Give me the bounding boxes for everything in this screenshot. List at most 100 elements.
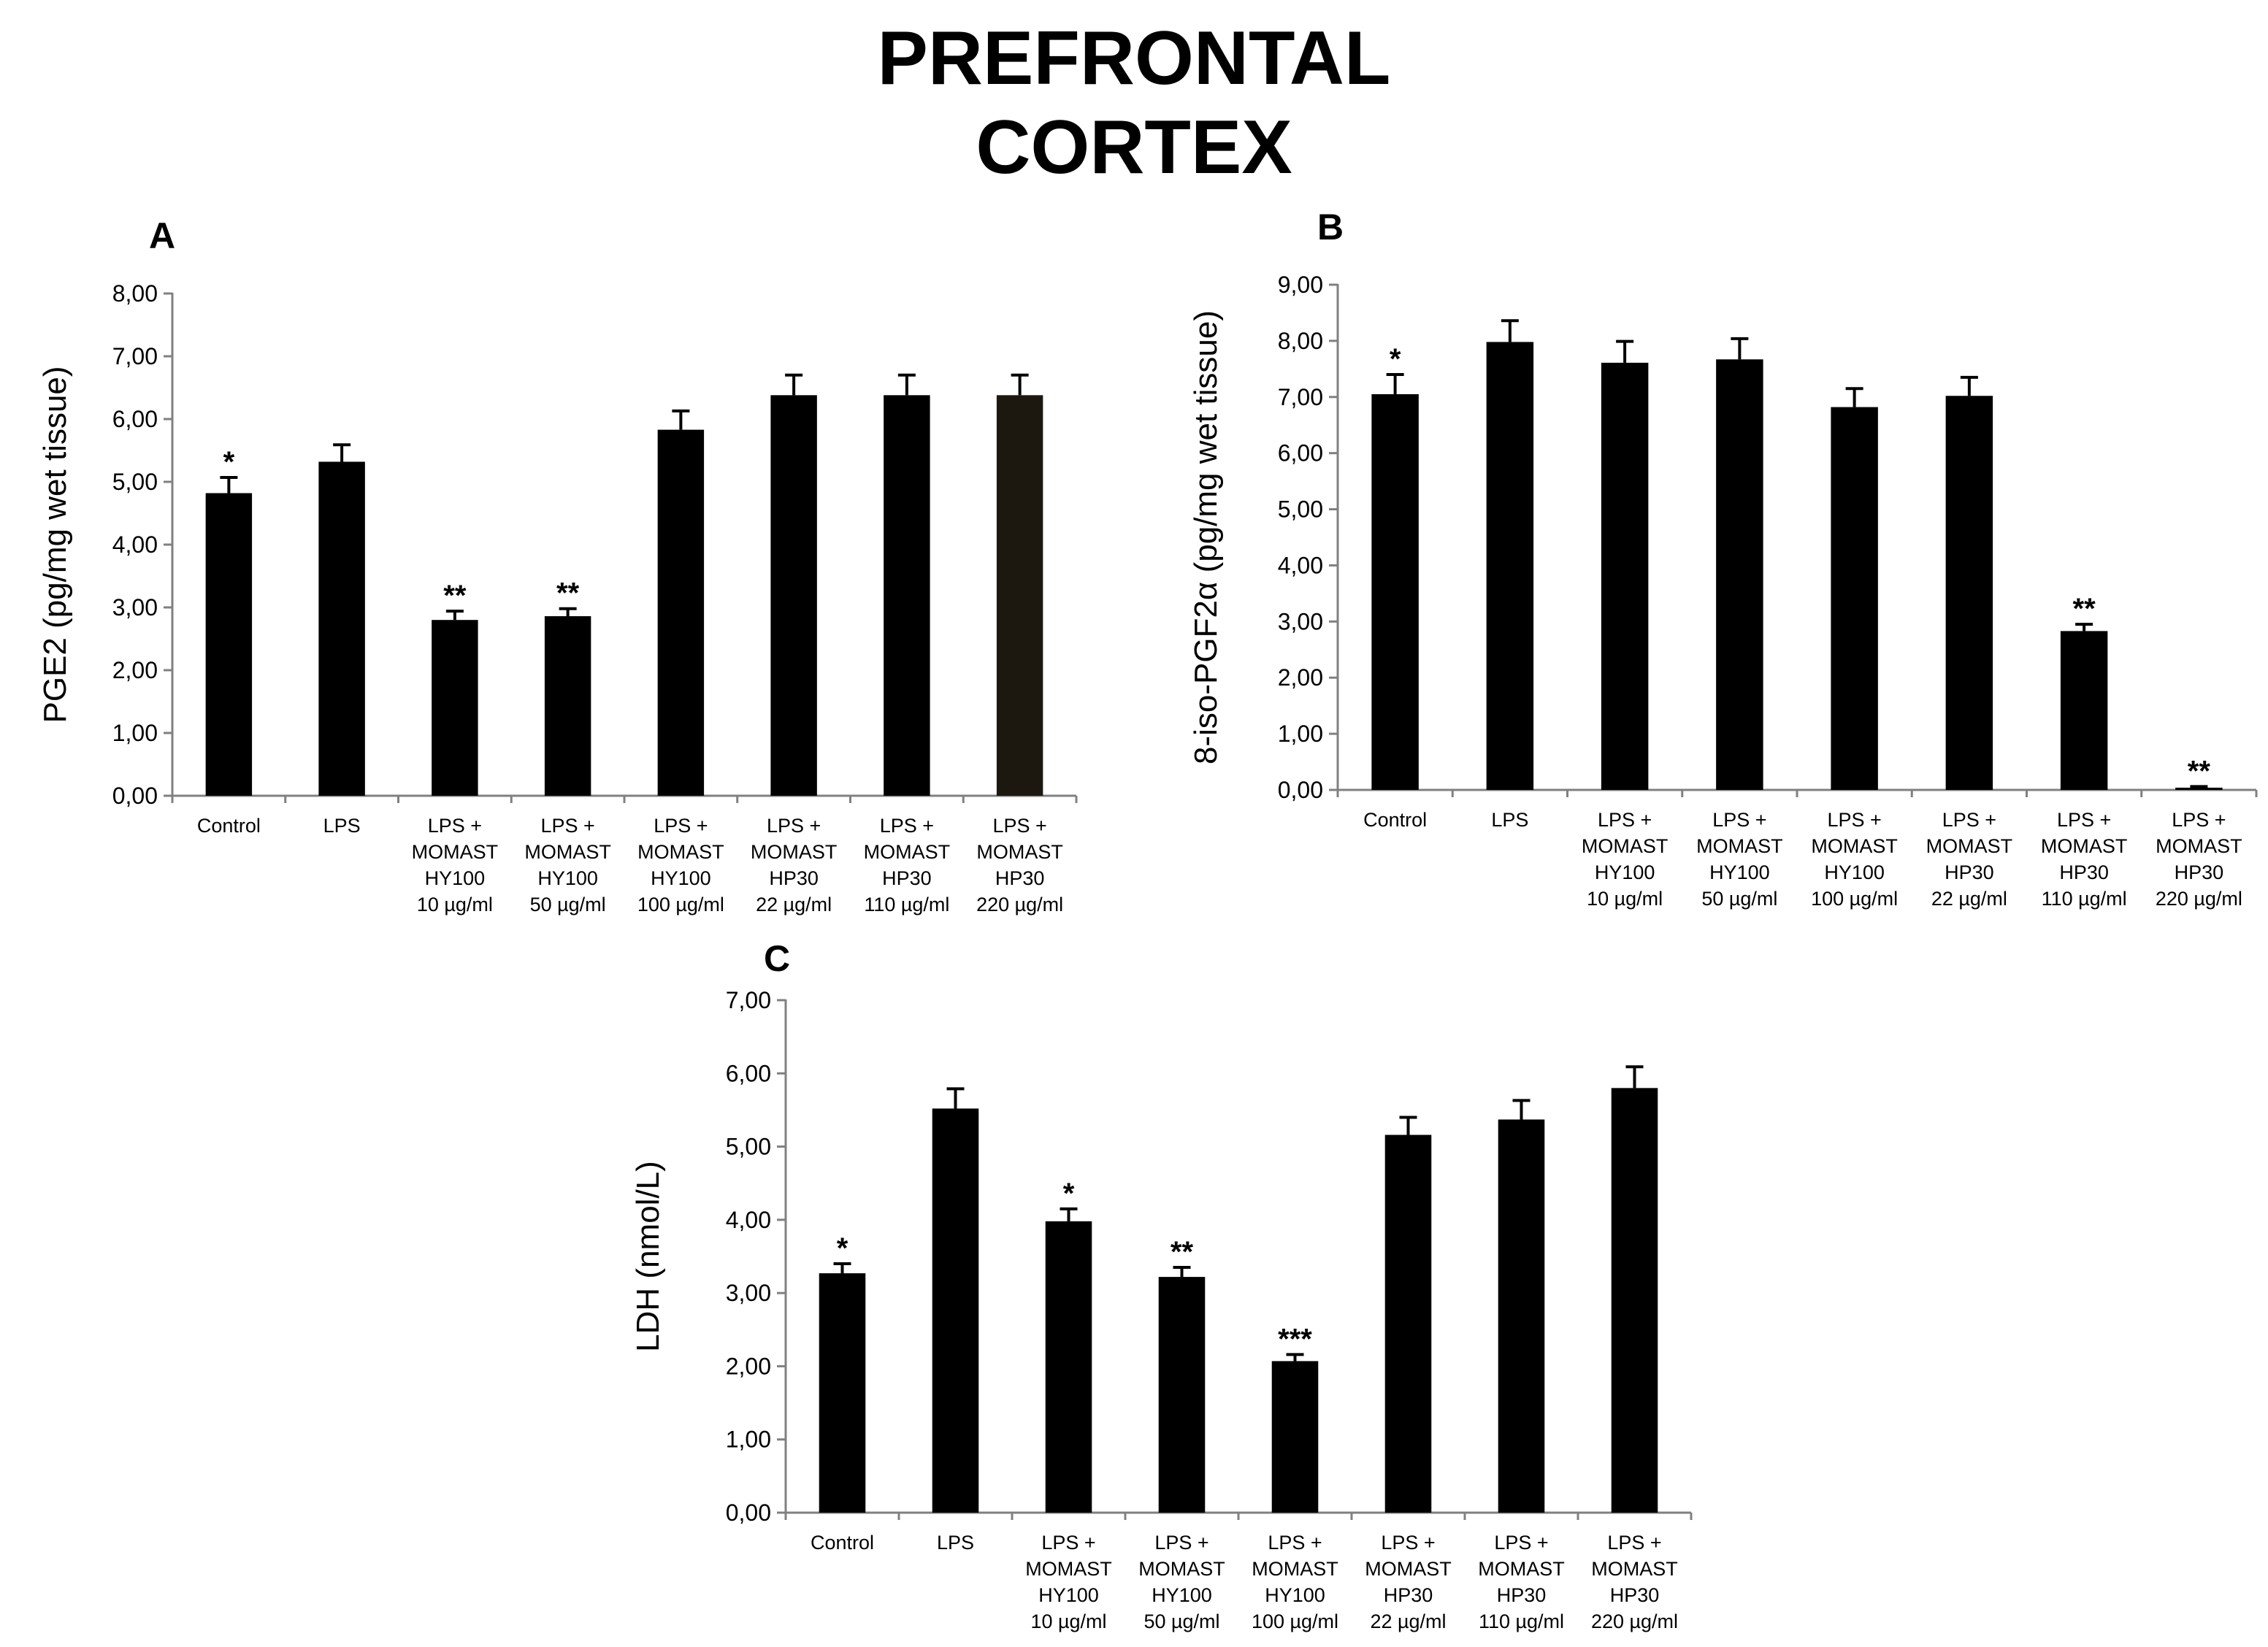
y-tick-label: 7,00 (1278, 384, 1323, 410)
category-label-line: LPS + (1041, 1532, 1095, 1554)
category-label-line: MOMAST (412, 841, 499, 863)
category-label-line: LPS (1491, 809, 1528, 831)
panel-letter: A (149, 215, 175, 256)
category-label-line: LPS + (1607, 1532, 1661, 1554)
category-label-line: HY100 (1152, 1584, 1212, 1606)
panel-letter: C (764, 938, 790, 979)
category-label: LPS + MOMAST HP30 110 µg/ml (1478, 1532, 1565, 1632)
category-label: LPS + MOMAST HY100 50 µg/ml (1138, 1532, 1225, 1632)
bar (1158, 1277, 1206, 1513)
bar (1271, 1361, 1319, 1513)
bar (2060, 631, 2108, 790)
category-label-line: MOMAST (1811, 835, 1898, 857)
y-tick-label: 6,00 (112, 406, 158, 432)
figure-title-line-2: CORTEX (976, 105, 1292, 190)
category-label-line: LPS + (1598, 809, 1652, 831)
bar (770, 395, 817, 796)
category-label-line: HY100 (1824, 861, 1885, 883)
category-label-line: HP30 (995, 867, 1045, 889)
y-tick-label: 6,00 (1278, 440, 1323, 467)
category-label-line: MOMAST (1252, 1558, 1338, 1580)
category-label-line: LPS + (428, 815, 482, 837)
panel-letter: B (1317, 207, 1344, 247)
category-label: LPS + MOMAST HY100 10 µg/ml (1025, 1532, 1112, 1632)
category-label-line: LPS + (540, 815, 594, 837)
y-tick-label: 1,00 (112, 720, 158, 746)
category-label: LPS (1491, 809, 1528, 831)
y-tick-label: 3,00 (1278, 608, 1323, 634)
category-label: LPS + MOMAST HY100 100 µg/ml (1252, 1532, 1338, 1632)
category-label-line: MOMAST (751, 841, 838, 863)
category-label-line: LPS + (992, 815, 1046, 837)
bar (1384, 1135, 1432, 1513)
figure-title-line-1: PREFRONTAL (877, 16, 1391, 101)
y-tick-label: 7,00 (112, 343, 158, 369)
category-label-line: MOMAST (864, 841, 951, 863)
category-label-line: 110 µg/ml (1479, 1610, 1564, 1632)
category-label: LPS + MOMAST HP30 220 µg/ml (1591, 1532, 1678, 1632)
category-label-line: MOMAST (1591, 1558, 1678, 1580)
significance-marker: ** (443, 580, 467, 612)
category-label-line: LPS + (1827, 809, 1881, 831)
category-label-line: MOMAST (1138, 1558, 1225, 1580)
category-label: LPS + MOMAST HY100 100 µg/ml (1811, 809, 1898, 910)
category-label-line: Control (1363, 809, 1427, 831)
category-label-line: LPS + (767, 815, 821, 837)
significance-marker: *** (1278, 1323, 1312, 1355)
category-label-line: LPS + (2057, 809, 2111, 831)
bar (1611, 1088, 1658, 1513)
bar (1498, 1119, 1545, 1513)
category-label-line: HY100 (1595, 861, 1655, 883)
y-tick-label: 0,00 (1278, 777, 1323, 803)
bar (932, 1108, 979, 1513)
bar (1716, 359, 1763, 790)
y-tick-label: 9,00 (1278, 272, 1323, 298)
category-label-line: LPS + (1154, 1532, 1208, 1554)
category-label-line: 220 µg/ml (1591, 1610, 1678, 1632)
category-label: LPS + MOMAST HY100 50 µg/ml (524, 815, 611, 915)
significance-marker: ** (1171, 1236, 1194, 1268)
y-tick-label: 1,00 (1278, 721, 1323, 747)
bar (819, 1273, 866, 1513)
category-label-line: LPS + (1942, 809, 1996, 831)
y-tick-label: 7,00 (726, 987, 771, 1013)
category-label-line: HP30 (1384, 1584, 1433, 1606)
category-label-line: HY100 (1265, 1584, 1325, 1606)
y-tick-label: 6,00 (726, 1060, 771, 1086)
category-label-line: HY100 (1038, 1584, 1099, 1606)
category-label: LPS + MOMAST HP30 110 µg/ml (864, 815, 951, 915)
category-label-line: MOMAST (1025, 1558, 1112, 1580)
category-label-line: 220 µg/ml (2156, 888, 2242, 910)
category-label: LPS + MOMAST HY100 10 µg/ml (412, 815, 499, 915)
category-label-line: 10 µg/ml (1030, 1610, 1106, 1632)
category-label-line: 50 µg/ml (1701, 888, 1777, 910)
bar (1601, 362, 1649, 790)
y-tick-label: 5,00 (112, 469, 158, 495)
y-tick-label: 4,00 (726, 1207, 771, 1233)
bar (996, 395, 1043, 796)
category-label: Control (1363, 809, 1427, 831)
y-tick-label: 1,00 (726, 1427, 771, 1453)
category-label-line: Control (197, 815, 261, 837)
category-label-line: HY100 (537, 867, 598, 889)
category-label-line: MOMAST (524, 841, 611, 863)
significance-marker: ** (2073, 593, 2096, 625)
category-label-line: 110 µg/ml (2042, 888, 2127, 910)
significance-marker: ** (556, 577, 580, 610)
y-axis-label: LDH (nmol/L) (630, 1161, 666, 1352)
chart-panel-B: B 8-iso-PGF2α (pg/mg wet tissue) 0,00 1,00 2… (1188, 207, 2258, 910)
bar (432, 620, 478, 796)
category-label-line: MOMAST (976, 841, 1063, 863)
significance-marker: ** (2188, 755, 2211, 787)
category-label-line: HP30 (2175, 861, 2224, 883)
category-label-line: HY100 (425, 867, 486, 889)
bar (1045, 1221, 1092, 1513)
category-label-line: HP30 (1945, 861, 1994, 883)
category-label-line: MOMAST (637, 841, 724, 863)
category-label-line: 50 µg/ml (530, 894, 606, 915)
category-label-line: Control (811, 1532, 874, 1554)
bar (1486, 342, 1534, 791)
category-label: LPS + MOMAST HY100 10 µg/ml (1582, 809, 1669, 910)
category-label-line: LPS + (654, 815, 708, 837)
